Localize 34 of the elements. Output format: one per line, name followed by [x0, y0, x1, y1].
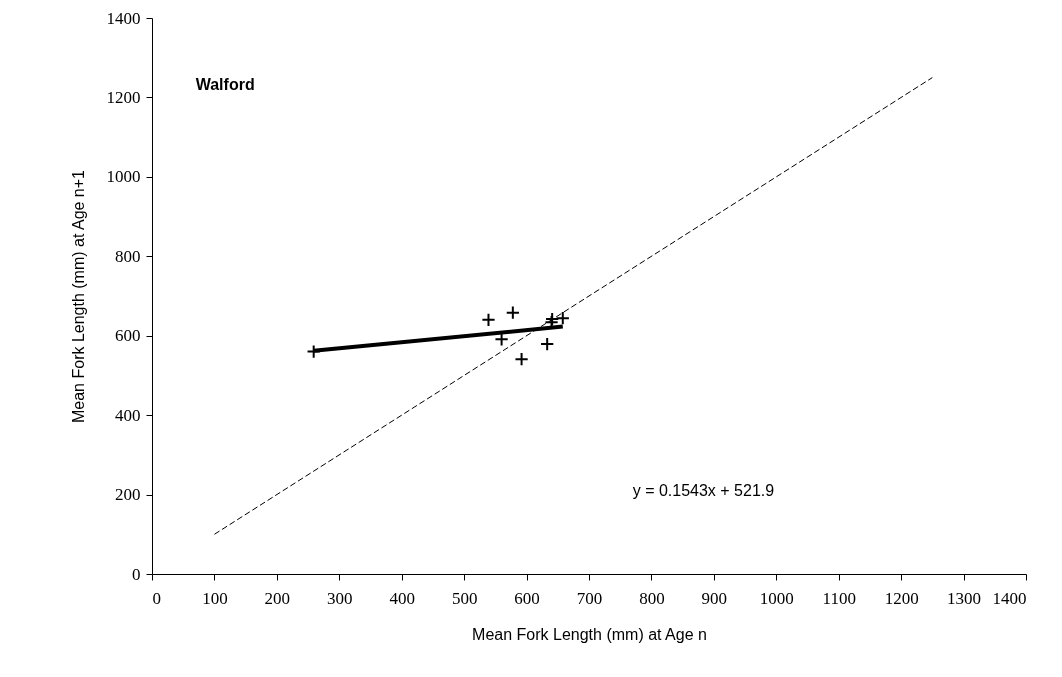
point	[494, 332, 509, 347]
x-tick-label: 800	[639, 588, 665, 608]
point	[540, 336, 555, 352]
y-tick-label: 600	[115, 326, 141, 346]
x-tick-label: 200	[264, 588, 291, 608]
y-tick-label: 0	[132, 564, 141, 584]
x-tick-label: 0	[152, 588, 161, 608]
x-tick-label: 900	[701, 588, 728, 608]
x-tick-label: 1100	[822, 588, 856, 608]
x-tick-label: 500	[451, 588, 478, 608]
y-tick-label: 1400	[106, 8, 141, 28]
x-tick-label: 1300	[947, 588, 982, 608]
y-axis-title: Mean Fork Length (mm) at Age n+1	[69, 169, 87, 424]
annotation: Walford	[195, 75, 255, 93]
y-tick-label: 1200	[106, 87, 141, 107]
x-tick-label: 100	[202, 588, 228, 608]
x-tick-label: 300	[327, 588, 353, 608]
point	[514, 352, 529, 367]
point	[505, 305, 520, 320]
x-tick-label: 400	[389, 588, 415, 608]
point	[481, 312, 496, 327]
annotation: y = 0.1543x + 521.9	[632, 481, 775, 499]
y-tick-label: 200	[115, 485, 141, 505]
x-tick-label: 700	[576, 588, 603, 608]
x-tick-label: 1400	[992, 588, 1027, 608]
x-tick-label: 600	[514, 588, 540, 608]
point	[306, 344, 321, 359]
point	[555, 311, 570, 326]
x-axis-title: Mean Fork Length (mm) at Age n	[472, 625, 707, 643]
y-tick-label: 1000	[106, 167, 141, 187]
x-tick-label: 1200	[884, 588, 919, 608]
x-tick-label: 1000	[759, 588, 794, 608]
y-tick-label: 800	[115, 246, 141, 266]
y-tick-label: 400	[115, 405, 141, 425]
